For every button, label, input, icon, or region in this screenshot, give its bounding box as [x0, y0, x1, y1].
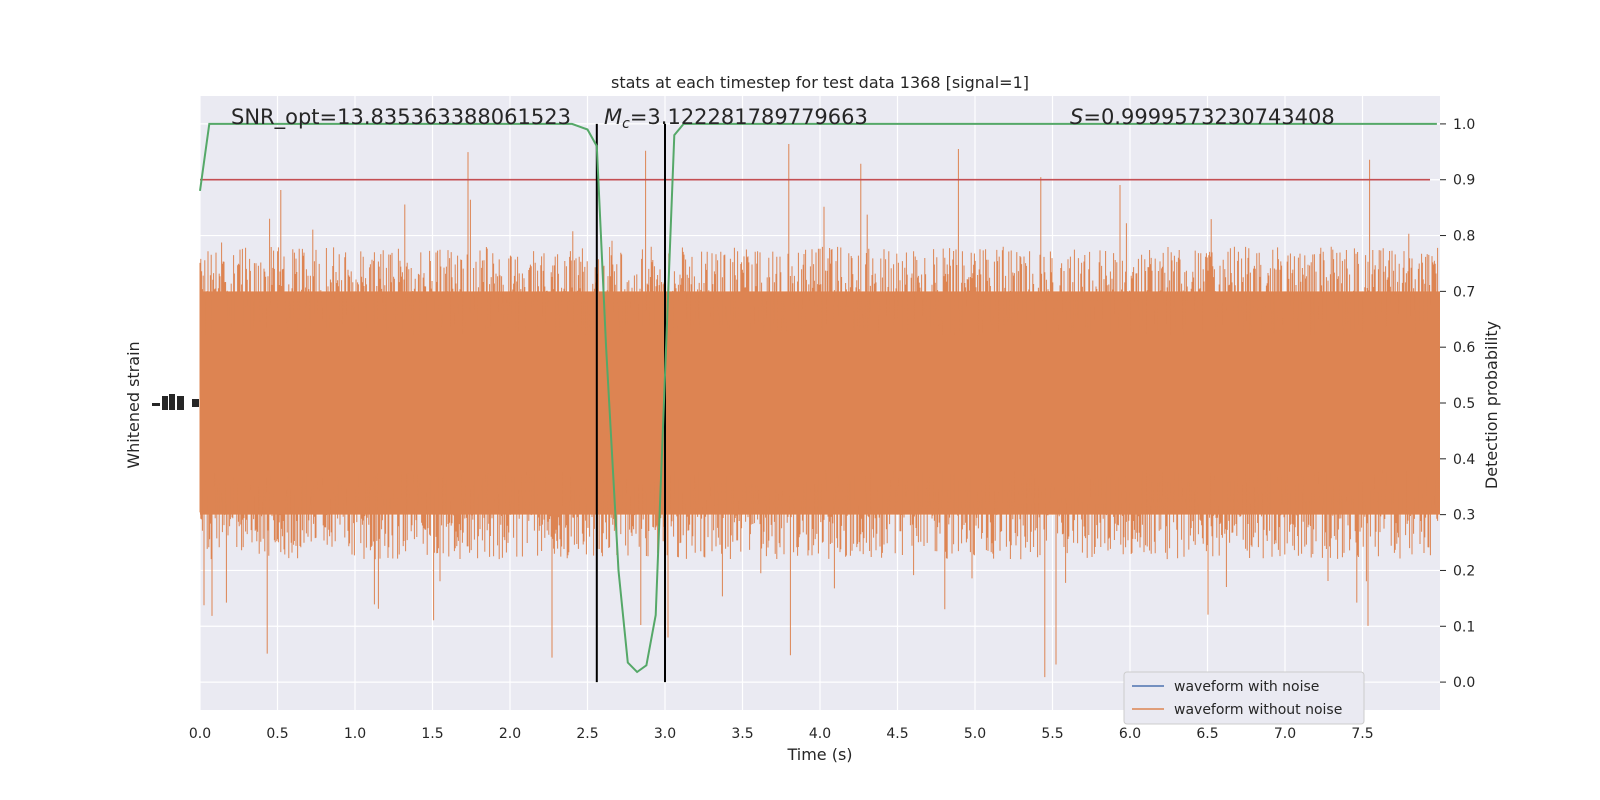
- y-tick-label: 0.6: [1453, 340, 1475, 356]
- x-tick-label: 6.0: [1119, 726, 1141, 742]
- y-tick-label: 0.1: [1453, 619, 1475, 635]
- left-axis-ticks-cluster: [152, 394, 199, 410]
- x-tick-label: 6.5: [1196, 726, 1218, 742]
- s-value: =0.9999573230743408: [1083, 105, 1334, 129]
- x-tick-label: 0.0: [189, 726, 211, 742]
- legend-label-with-noise: waveform with noise: [1174, 679, 1319, 695]
- y-tick-label: 0.8: [1453, 229, 1475, 245]
- y-tick-label: 0.4: [1453, 452, 1475, 468]
- waveform-without-noise-line: [199, 144, 1440, 678]
- mc-subscript: c: [622, 116, 630, 132]
- legend: waveform with noise waveform without noi…: [1123, 671, 1365, 725]
- chart-title: stats at each timestep for test data 136…: [611, 73, 1029, 92]
- y-tick-label: 0.7: [1453, 284, 1475, 300]
- s-symbol: S: [1070, 105, 1083, 129]
- x-tick-label: 4.0: [809, 726, 831, 742]
- x-tick-label: 2.0: [499, 726, 521, 742]
- x-tick-label: 3.5: [731, 726, 753, 742]
- mc-value: =3.122281789779663: [630, 105, 868, 129]
- x-tick-label: 3.0: [654, 726, 676, 742]
- y-axis-label-right: Detection probability: [1482, 321, 1501, 489]
- x-axis-label: Time (s): [786, 745, 852, 764]
- mc-annotation: Mc=3.122281789779663: [604, 105, 868, 132]
- x-axis-ticks: 0.0 0.5 1.0 1.5 2.0 2.5 3.0 3.5 4.0 4.5 5.0 5.5 6.0 6…: [189, 726, 1374, 742]
- y-tick-label: 1.0: [1453, 117, 1475, 133]
- x-tick-label: 2.5: [576, 726, 598, 742]
- y-tick-label: 0.5: [1453, 396, 1475, 412]
- x-tick-label: 5.5: [1041, 726, 1063, 742]
- snr-annotation: SNR_opt=13.835363388061523: [231, 105, 571, 130]
- x-tick-label: 0.5: [266, 726, 288, 742]
- y-tick-label: 0.0: [1453, 675, 1475, 691]
- noise-spikes: [199, 144, 1439, 678]
- s-annotation: S=0.9999573230743408: [1070, 105, 1335, 129]
- overlay-lines: [199, 122, 1437, 683]
- mc-symbol: M: [604, 105, 622, 129]
- x-tick-label: 4.5: [886, 726, 908, 742]
- y-tick-label: 0.9: [1453, 173, 1475, 189]
- y-tick-label: 0.2: [1453, 563, 1475, 579]
- y-tick-label: 0.3: [1453, 508, 1475, 524]
- detection-probability-line: [199, 122, 1437, 674]
- legend-label-without-noise: waveform without noise: [1174, 702, 1342, 718]
- x-tick-label: 7.0: [1274, 726, 1296, 742]
- x-tick-label: 5.0: [964, 726, 986, 742]
- legend-box: [1123, 671, 1365, 725]
- y-axis-ticks: 0.0 0.1 0.2 0.3 0.4 0.5 0.6 0.7 0.8 0.9 1.0: [1440, 117, 1475, 691]
- x-tick-label: 7.5: [1351, 726, 1373, 742]
- x-tick-label: 1.0: [344, 726, 366, 742]
- y-axis-label-left: Whitened strain: [124, 341, 143, 468]
- x-tick-label: 1.5: [421, 726, 443, 742]
